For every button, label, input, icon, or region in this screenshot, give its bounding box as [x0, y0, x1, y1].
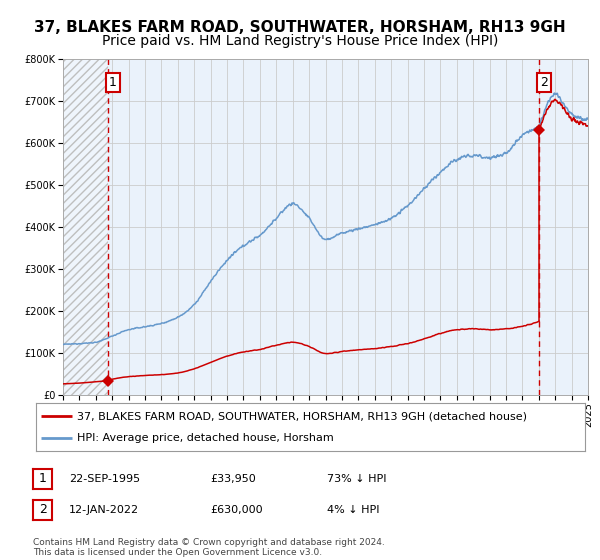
Text: 22-SEP-1995: 22-SEP-1995: [69, 474, 140, 484]
Text: Contains HM Land Registry data © Crown copyright and database right 2024.
This d: Contains HM Land Registry data © Crown c…: [33, 538, 385, 557]
Text: 37, BLAKES FARM ROAD, SOUTHWATER, HORSHAM, RH13 9GH (detached house): 37, BLAKES FARM ROAD, SOUTHWATER, HORSHA…: [77, 411, 527, 421]
Text: 37, BLAKES FARM ROAD, SOUTHWATER, HORSHAM, RH13 9GH: 37, BLAKES FARM ROAD, SOUTHWATER, HORSHA…: [34, 20, 566, 35]
Text: £33,950: £33,950: [210, 474, 256, 484]
Text: 1: 1: [109, 76, 116, 89]
Text: HPI: Average price, detached house, Horsham: HPI: Average price, detached house, Hors…: [77, 433, 334, 443]
Text: 73% ↓ HPI: 73% ↓ HPI: [327, 474, 386, 484]
Text: 1: 1: [38, 472, 47, 486]
Text: 12-JAN-2022: 12-JAN-2022: [69, 505, 139, 515]
Bar: [63, 59, 108, 395]
Text: Price paid vs. HM Land Registry's House Price Index (HPI): Price paid vs. HM Land Registry's House …: [102, 34, 498, 48]
Text: 2: 2: [38, 503, 47, 516]
Text: 4% ↓ HPI: 4% ↓ HPI: [327, 505, 380, 515]
Text: £630,000: £630,000: [210, 505, 263, 515]
Bar: [63, 59, 108, 395]
Text: 2: 2: [541, 76, 548, 89]
